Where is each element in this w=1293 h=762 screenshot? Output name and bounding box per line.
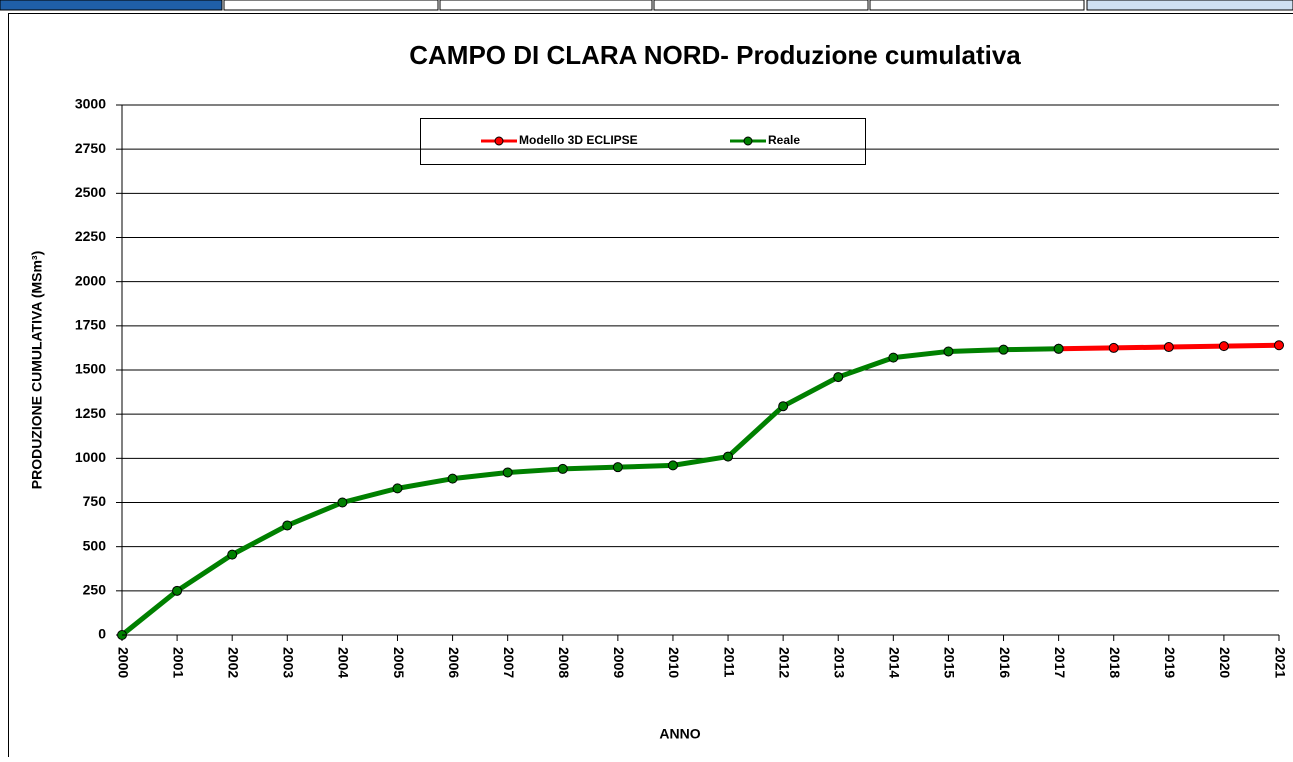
x-tick-label: 2000	[115, 647, 131, 678]
data-point	[558, 464, 567, 473]
x-tick-label: 2015	[942, 647, 958, 678]
x-tick-label: 2018	[1107, 647, 1123, 678]
x-tick-label: 2001	[170, 647, 186, 678]
data-point	[889, 353, 898, 362]
tab[interactable]	[1087, 0, 1293, 10]
data-point	[1054, 344, 1063, 353]
x-tick-label: 2003	[281, 647, 297, 678]
data-point	[338, 498, 347, 507]
legend-label: Reale	[768, 133, 800, 147]
data-point	[228, 550, 237, 559]
x-tick-label: 2017	[1052, 647, 1068, 678]
x-tick-label: 2002	[225, 647, 241, 678]
data-point	[1219, 342, 1228, 351]
data-point	[1164, 343, 1173, 352]
x-tick-label: 2007	[501, 647, 517, 678]
x-tick-label: 2009	[611, 647, 627, 678]
legend-label: Modello 3D ECLIPSE	[519, 133, 638, 147]
x-axis-label: ANNO	[659, 726, 700, 742]
x-tick-label: 2020	[1217, 647, 1233, 678]
data-point	[613, 463, 622, 472]
y-tick-label: 1000	[75, 449, 106, 465]
data-point	[448, 474, 457, 483]
tab[interactable]	[0, 0, 222, 10]
y-tick-label: 2500	[75, 184, 106, 200]
y-tick-label: 3000	[75, 96, 106, 112]
y-axis-label: PRODUZIONE CUMULATIVA (MSm³)	[29, 251, 45, 490]
tab[interactable]	[870, 0, 1084, 10]
y-tick-label: 2250	[75, 228, 106, 244]
x-tick-label: 2016	[997, 647, 1013, 678]
x-tick-label: 2021	[1272, 647, 1288, 678]
data-point	[1275, 341, 1284, 350]
tab[interactable]	[654, 0, 868, 10]
tab[interactable]	[224, 0, 438, 10]
tab[interactable]	[440, 0, 652, 10]
y-tick-label: 500	[83, 537, 107, 553]
y-tick-label: 2000	[75, 272, 106, 288]
x-tick-label: 2008	[556, 647, 572, 678]
x-tick-label: 2013	[832, 647, 848, 678]
x-tick-label: 2014	[887, 647, 903, 678]
data-point	[1109, 343, 1118, 352]
y-tick-label: 1250	[75, 405, 106, 421]
data-point	[668, 461, 677, 470]
data-point	[944, 347, 953, 356]
x-tick-label: 2012	[776, 647, 792, 678]
data-point	[393, 484, 402, 493]
legend-marker	[744, 137, 752, 145]
y-tick-label: 0	[98, 626, 106, 642]
legend-marker	[495, 137, 503, 145]
x-tick-label: 2019	[1162, 647, 1178, 678]
y-tick-label: 250	[83, 582, 107, 598]
data-point	[999, 345, 1008, 354]
x-tick-label: 2004	[336, 647, 352, 678]
data-point	[779, 402, 788, 411]
data-point	[503, 468, 512, 477]
y-tick-label: 750	[83, 493, 107, 509]
data-point	[834, 373, 843, 382]
data-point	[724, 452, 733, 461]
data-point	[283, 521, 292, 530]
x-tick-label: 2010	[666, 647, 682, 678]
y-tick-label: 2750	[75, 140, 106, 156]
chart-title: CAMPO DI CLARA NORD- Produzione cumulati…	[409, 40, 1021, 70]
y-tick-label: 1750	[75, 317, 106, 333]
x-tick-label: 2006	[446, 647, 462, 678]
x-tick-label: 2011	[721, 647, 737, 678]
data-point	[173, 586, 182, 595]
x-tick-label: 2005	[391, 647, 407, 678]
y-tick-label: 1500	[75, 361, 106, 377]
